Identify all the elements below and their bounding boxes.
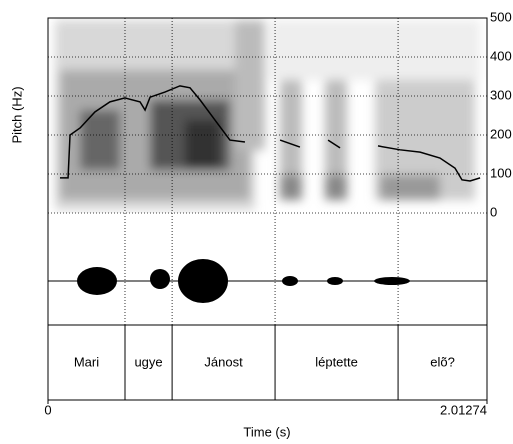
y-tick-label: 0 — [490, 204, 497, 219]
tier-label: elõ? — [430, 354, 455, 369]
x-tick-label: 0 — [44, 402, 51, 417]
y-tick-label: 300 — [490, 87, 512, 102]
pitch-line — [59, 85, 481, 182]
y-tick-label: 400 — [490, 48, 512, 63]
waveform — [48, 259, 487, 303]
y-tick-label: 500 — [490, 9, 512, 24]
x-tick-label: 2.01274 — [440, 402, 487, 417]
y-axis-label: Pitch (Hz) — [9, 86, 24, 143]
tier-label: léptette — [315, 354, 358, 369]
x-axis-label: Time (s) — [243, 424, 290, 439]
y-tick-label: 100 — [490, 165, 512, 180]
y-tick-label: 200 — [490, 126, 512, 141]
tier-label: Jánost — [204, 354, 243, 369]
tier-label: Mari — [74, 354, 99, 369]
tier-label: ugye — [134, 354, 162, 369]
spectrogram — [55, 20, 480, 210]
